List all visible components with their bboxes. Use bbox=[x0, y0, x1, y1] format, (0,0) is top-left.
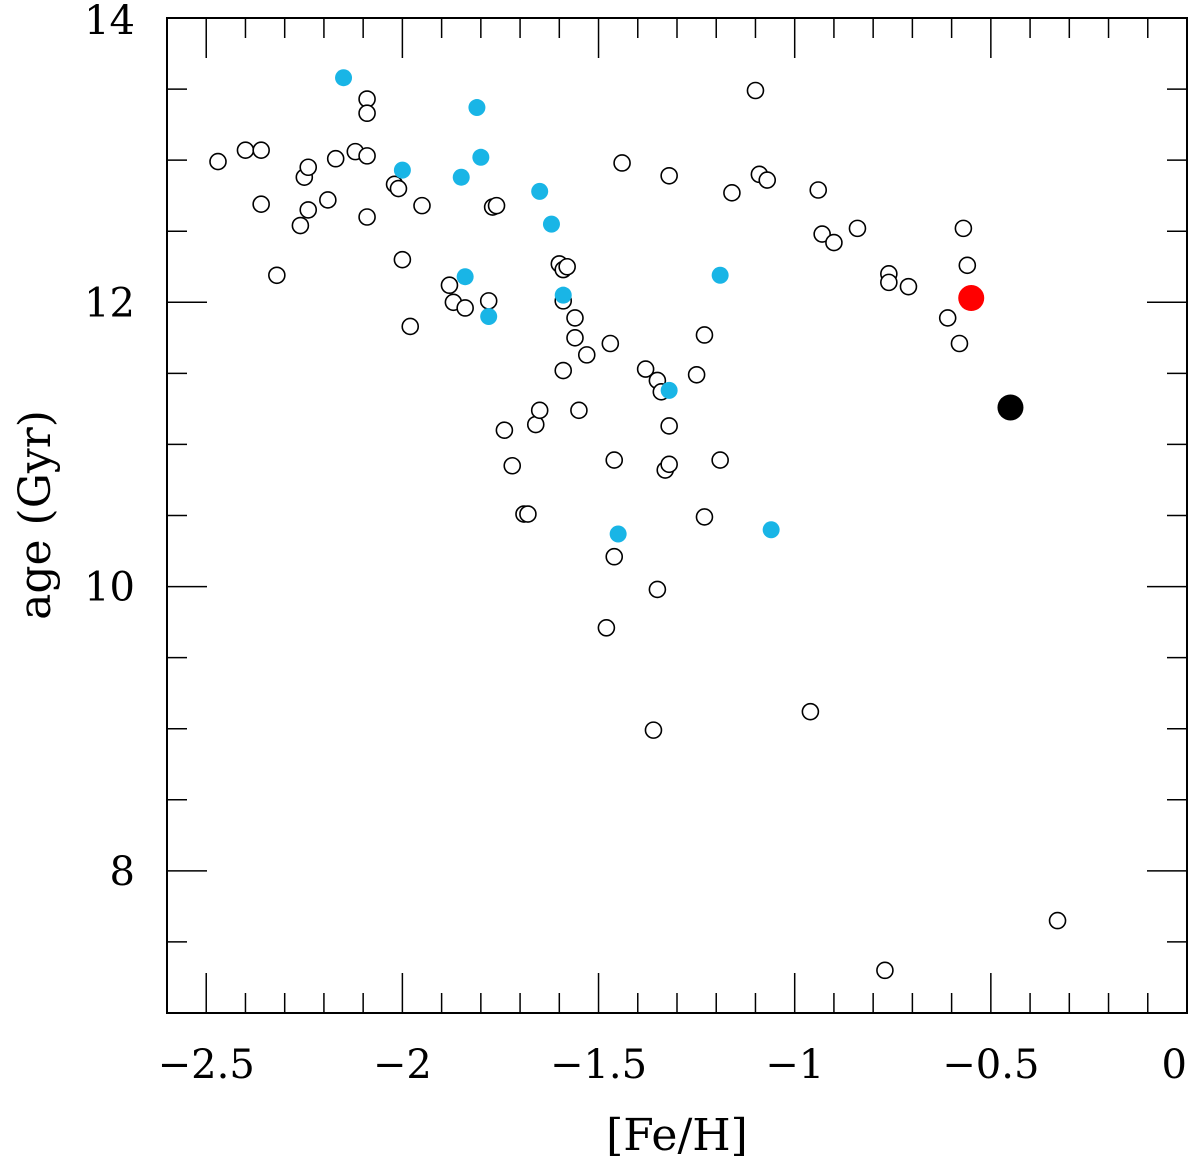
data-point-open bbox=[519, 505, 537, 523]
data-point-open bbox=[456, 299, 474, 317]
y-tick-label: 12 bbox=[84, 280, 135, 326]
data-point-cyan bbox=[531, 182, 549, 200]
data-point-open bbox=[644, 721, 663, 739]
data-point-open bbox=[358, 208, 376, 226]
data-point-open bbox=[876, 961, 894, 980]
data-point-open bbox=[393, 250, 412, 269]
x-tick-label: −0.5 bbox=[942, 1042, 1039, 1088]
y-tick-label: 8 bbox=[110, 849, 135, 895]
y-axis-title: age (Gyr) bbox=[10, 410, 61, 620]
data-point-open bbox=[899, 277, 918, 296]
data-point-open bbox=[636, 360, 655, 378]
data-point-open bbox=[299, 201, 318, 219]
data-point-open bbox=[358, 147, 376, 165]
data-point-open bbox=[319, 191, 337, 209]
data-point-open bbox=[530, 401, 549, 420]
data-point-open bbox=[605, 451, 624, 469]
data-point-open bbox=[801, 702, 820, 721]
data-point-cyan bbox=[480, 308, 498, 325]
x-tick-label: −2 bbox=[373, 1042, 432, 1088]
data-point-open bbox=[401, 317, 420, 336]
data-point-cyan bbox=[609, 525, 627, 543]
data-point-open bbox=[648, 580, 667, 599]
data-point-open bbox=[825, 233, 843, 252]
data-point-open bbox=[950, 334, 969, 353]
axis-ticks bbox=[166, 17, 1188, 1014]
data-point-open bbox=[358, 104, 376, 123]
data-point-open bbox=[252, 195, 270, 214]
data-point-open bbox=[880, 273, 898, 292]
data-point-cyan bbox=[554, 286, 572, 304]
data-point-cyan bbox=[456, 268, 474, 286]
axis-tick-labels: −2.5 −2 −1.5 −1 −0.5 0 8 10 12 14 bbox=[84, 0, 1187, 1088]
x-tick-label: −1.5 bbox=[550, 1042, 647, 1088]
data-point-open bbox=[487, 196, 506, 215]
data-point-open bbox=[758, 171, 777, 189]
data-point-open bbox=[299, 158, 318, 177]
x-axis-title: [Fe/H] bbox=[606, 1110, 748, 1161]
data-point-open bbox=[326, 149, 345, 168]
data-point-open bbox=[389, 179, 408, 198]
data-point-black bbox=[997, 394, 1024, 421]
y-tick-label: 10 bbox=[84, 565, 135, 611]
data-point-open bbox=[848, 219, 867, 238]
data-point-open bbox=[660, 417, 678, 435]
data-point-open bbox=[938, 309, 957, 327]
data-point-open bbox=[597, 618, 616, 637]
data-point-open bbox=[558, 257, 576, 276]
data-point-open bbox=[954, 219, 973, 238]
data-point-open bbox=[479, 292, 498, 310]
data-point-open bbox=[601, 334, 620, 353]
plot-frame bbox=[166, 17, 1188, 1014]
data-point-open bbox=[660, 166, 678, 185]
data-point-open bbox=[570, 401, 588, 420]
data-point-open bbox=[268, 266, 286, 285]
data-point-cyan bbox=[393, 161, 411, 179]
data-point-open bbox=[1048, 911, 1067, 930]
data-point-open bbox=[566, 309, 584, 327]
data-points bbox=[209, 69, 1067, 980]
data-point-open bbox=[554, 361, 573, 380]
data-point-open bbox=[503, 456, 522, 475]
data-point-cyan bbox=[711, 266, 729, 284]
x-tick-label: 0 bbox=[1162, 1042, 1187, 1088]
data-point-open bbox=[958, 256, 977, 275]
data-point-open bbox=[813, 225, 831, 243]
data-point-open bbox=[413, 196, 431, 215]
data-point-red bbox=[958, 285, 985, 312]
data-point-open bbox=[577, 346, 596, 364]
data-point-open bbox=[252, 141, 270, 159]
data-point-open bbox=[495, 421, 514, 440]
data-point-open bbox=[236, 141, 255, 159]
data-point-open bbox=[440, 276, 459, 295]
data-point-open bbox=[711, 451, 729, 469]
data-point-open bbox=[566, 329, 584, 347]
data-point-open bbox=[746, 81, 765, 100]
x-tick-label: −2.5 bbox=[158, 1042, 255, 1088]
data-point-open bbox=[660, 455, 678, 474]
data-point-open bbox=[809, 181, 828, 199]
data-point-cyan bbox=[335, 69, 353, 87]
data-point-cyan bbox=[468, 99, 486, 117]
data-point-open bbox=[695, 508, 714, 526]
data-point-open bbox=[291, 216, 310, 235]
data-point-open bbox=[209, 152, 227, 171]
data-point-cyan bbox=[472, 148, 490, 166]
data-point-cyan bbox=[762, 521, 780, 539]
data-point-open bbox=[613, 154, 631, 172]
data-point-open bbox=[723, 184, 741, 202]
data-point-cyan bbox=[542, 215, 560, 233]
data-point-cyan bbox=[660, 381, 678, 399]
y-tick-label: 14 bbox=[84, 0, 135, 44]
data-point-open bbox=[605, 547, 624, 566]
x-tick-label: −1 bbox=[765, 1042, 824, 1088]
data-point-open bbox=[687, 365, 706, 384]
data-point-cyan bbox=[452, 168, 470, 186]
data-point-open bbox=[695, 326, 714, 344]
